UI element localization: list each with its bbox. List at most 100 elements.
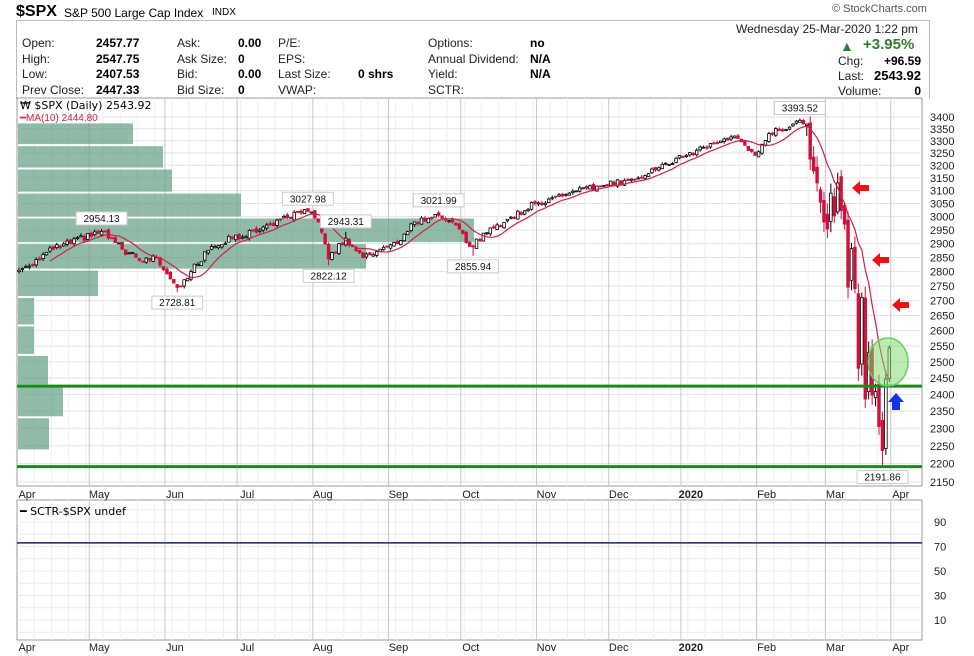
price-annotation-label: 3027.98 — [290, 194, 327, 205]
candle-body — [251, 229, 255, 232]
candle-body — [375, 251, 379, 256]
candle-body — [299, 210, 303, 214]
candle-body — [388, 244, 393, 249]
candle-body — [161, 266, 166, 271]
candle — [825, 203, 830, 239]
candle-body — [282, 216, 286, 219]
candle-body — [62, 243, 66, 247]
candle — [846, 211, 850, 299]
candle-body — [571, 190, 575, 194]
volume-by-price-bar — [18, 386, 63, 417]
candle-body — [254, 228, 259, 233]
candle — [543, 201, 548, 207]
candle-body — [557, 194, 561, 197]
candle — [605, 184, 609, 187]
candle-body — [130, 252, 135, 255]
candle-body — [192, 263, 197, 274]
candle — [185, 277, 190, 282]
candle-body — [275, 219, 279, 226]
candle-body — [602, 185, 606, 187]
candle-body — [295, 210, 300, 213]
candle — [192, 263, 197, 274]
candle-body — [660, 163, 664, 170]
candle — [860, 292, 864, 376]
candle — [664, 161, 668, 166]
candle — [333, 251, 338, 254]
candle-body — [409, 223, 413, 231]
candle-body — [392, 242, 396, 247]
candle-body — [608, 180, 613, 187]
candle — [471, 244, 475, 256]
candle — [24, 264, 28, 268]
candle — [540, 200, 544, 207]
price-annotation-box — [773, 101, 826, 116]
candle-body — [402, 233, 406, 242]
candle-body — [31, 264, 35, 266]
x-tick-label: 2020 — [679, 489, 703, 501]
candle — [626, 177, 630, 181]
candle — [880, 411, 885, 467]
candle — [822, 191, 826, 233]
candle-body — [113, 237, 118, 244]
chg-value: +96.59 — [883, 54, 921, 68]
sctr-tick-label: 70 — [934, 542, 946, 554]
red-arrow-icon — [892, 298, 909, 312]
candle-body — [780, 129, 785, 132]
x-tick-label: Sep — [389, 489, 409, 501]
candle-body — [712, 142, 716, 145]
candle-body — [829, 192, 833, 222]
candle-body — [206, 249, 210, 254]
candle-body — [756, 151, 761, 158]
candle-body — [55, 244, 59, 248]
candle — [385, 245, 389, 248]
candle-body — [65, 240, 69, 245]
candle — [75, 236, 80, 240]
candle-body — [385, 245, 389, 248]
x-tick-label: Nov — [537, 489, 557, 501]
candle — [863, 286, 867, 408]
candle — [615, 179, 620, 189]
volume-by-price-bar — [18, 298, 34, 325]
y-tick-label: 2300 — [930, 423, 954, 435]
candle — [278, 218, 283, 222]
candle-body — [106, 229, 111, 239]
price-annotation-box — [75, 211, 128, 226]
price-annotation-label: 2728.81 — [159, 298, 196, 309]
candle — [199, 261, 204, 266]
up-triangle-icon: ▲ — [840, 38, 854, 54]
candle-body — [801, 119, 806, 125]
candle — [584, 185, 589, 191]
price-annotation-box — [447, 259, 499, 274]
candle-body — [227, 236, 231, 243]
volume-by-price-bar — [18, 270, 98, 297]
candle-body — [708, 143, 713, 148]
candle-body — [681, 156, 685, 158]
volume-by-price-bar — [18, 193, 241, 217]
candle — [715, 140, 720, 145]
candle — [72, 236, 76, 247]
candle — [832, 188, 836, 223]
candle-body — [17, 269, 21, 273]
candle — [430, 216, 434, 221]
price-annotation-box — [412, 193, 465, 208]
col4-label: Yield: — [428, 67, 458, 81]
volume-value: 0 — [914, 84, 921, 98]
candle — [62, 242, 66, 247]
candle-body — [591, 184, 596, 191]
sctr-tick-label: 10 — [934, 615, 946, 627]
volume-by-price-bar — [18, 169, 172, 192]
candle — [282, 214, 286, 219]
candle — [612, 180, 616, 186]
y-tick-label: 2550 — [930, 341, 954, 353]
candle-body — [165, 268, 169, 275]
candle — [722, 137, 726, 144]
y-tick-label: 2150 — [930, 477, 954, 489]
candle-body — [736, 135, 740, 139]
candle — [251, 229, 255, 233]
candle-body — [117, 242, 121, 245]
candle-body — [746, 145, 750, 151]
candle-body — [488, 227, 492, 235]
candle-body — [134, 253, 138, 258]
candle — [106, 228, 111, 241]
